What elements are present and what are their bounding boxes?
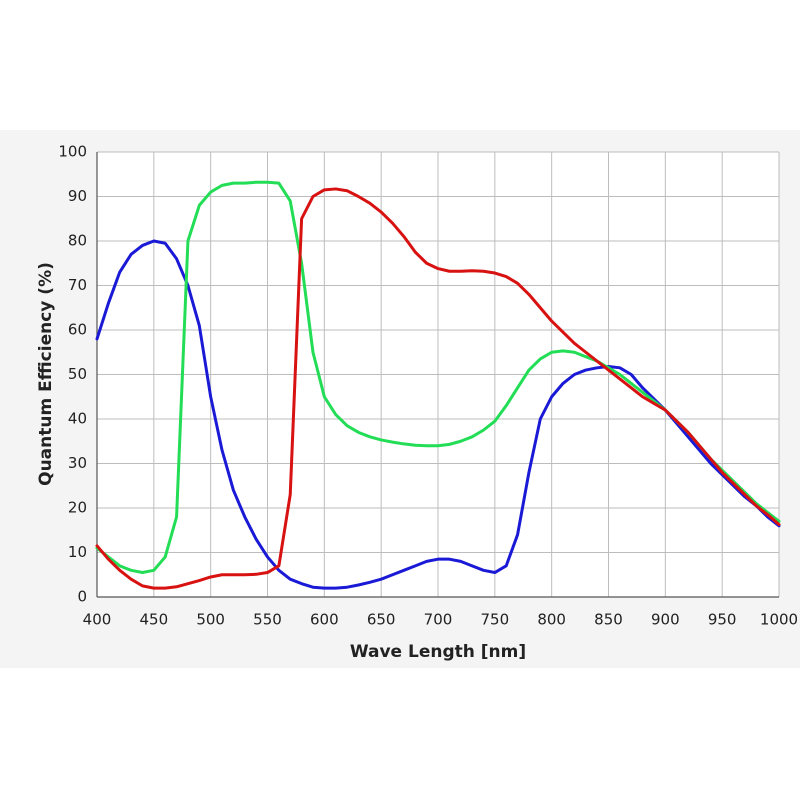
x-tick-label: 900 — [651, 611, 680, 629]
y-tick-label: 20 — [68, 499, 87, 517]
y-tick-label: 10 — [68, 543, 87, 561]
y-tick-label: 90 — [68, 187, 87, 205]
x-tick-label: 550 — [253, 611, 282, 629]
x-tick-label: 500 — [196, 611, 225, 629]
x-tick-label: 400 — [83, 611, 112, 629]
y-tick-label: 0 — [77, 588, 87, 606]
x-tick-label: 1000 — [760, 611, 798, 629]
x-tick-label: 750 — [481, 611, 510, 629]
x-axis-label: Wave Length [nm] — [350, 642, 526, 662]
y-tick-label: 50 — [68, 365, 87, 383]
x-tick-label: 450 — [140, 611, 169, 629]
y-tick-label: 30 — [68, 454, 87, 472]
x-tick-label: 650 — [367, 611, 396, 629]
x-tick-label: 600 — [310, 611, 339, 629]
y-tick-label: 40 — [68, 410, 87, 428]
y-tick-label: 100 — [58, 143, 87, 161]
x-tick-label: 850 — [594, 611, 623, 629]
y-tick-label: 70 — [68, 276, 87, 294]
series-line — [95, 187, 781, 590]
y-tick-label: 60 — [68, 321, 87, 339]
x-tick-label: 800 — [537, 611, 566, 629]
x-tick-label: 700 — [424, 611, 453, 629]
y-tick-label: 80 — [68, 232, 87, 250]
y-axis-label: Quantum Efficiency (%) — [36, 262, 56, 486]
x-tick-label: 950 — [708, 611, 737, 629]
